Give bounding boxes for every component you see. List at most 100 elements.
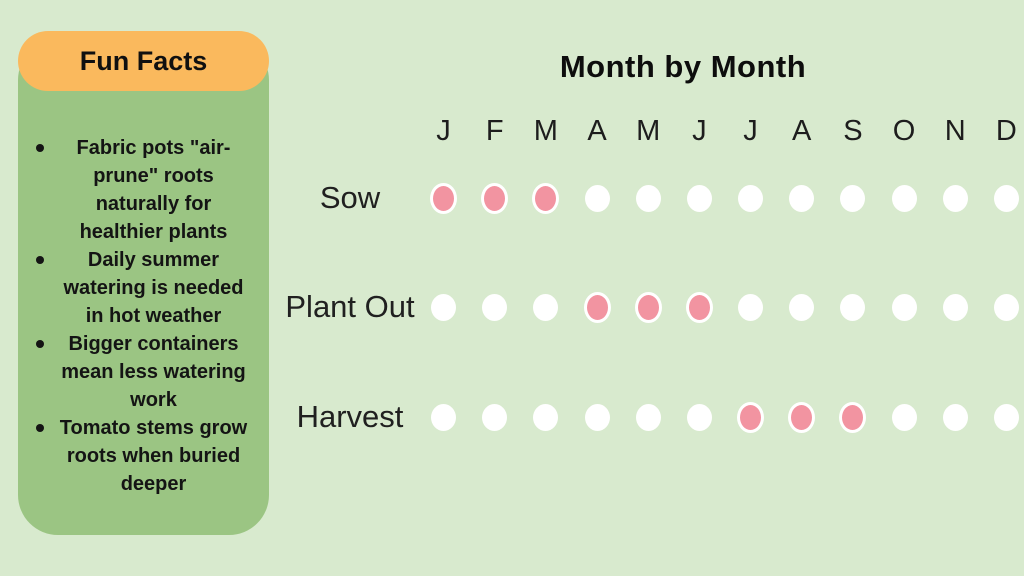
dot-cell <box>686 397 713 437</box>
month-dots <box>430 178 1020 218</box>
inactive-month-dot <box>738 184 764 212</box>
active-month-dot <box>634 291 662 323</box>
active-month-dot <box>481 182 509 214</box>
inactive-month-dot <box>840 293 866 321</box>
row-label: Harvest <box>296 399 404 434</box>
inactive-month-dot <box>891 293 917 321</box>
bullet-icon <box>36 256 44 264</box>
dot-cell <box>532 287 559 327</box>
inactive-month-dot <box>993 403 1019 431</box>
fun-fact-item: Daily summer watering is needed in hot w… <box>36 246 255 330</box>
inactive-month-dot <box>431 293 456 321</box>
dot-cell <box>430 397 457 437</box>
bullet-icon <box>36 424 44 432</box>
inactive-month-dot <box>584 403 610 431</box>
fun-facts-list: Fabric pots "air-prune" roots naturally … <box>18 134 269 498</box>
dot-cell <box>839 287 866 327</box>
dot-cell <box>993 287 1020 327</box>
dot-cell <box>942 397 969 437</box>
month-dots <box>430 397 1020 437</box>
dot-cell <box>942 178 969 218</box>
month-label: J <box>692 115 707 147</box>
dot-cell <box>532 178 560 218</box>
inactive-month-dot <box>789 184 815 212</box>
dot-cell <box>481 287 508 327</box>
dot-cell <box>635 178 662 218</box>
dot-cell <box>532 397 559 437</box>
month-label: J <box>436 115 451 147</box>
fun-fact-item: Tomato stems grow roots when buried deep… <box>36 414 255 498</box>
month-label: A <box>792 115 812 147</box>
dot-cell <box>430 178 457 218</box>
inactive-month-dot <box>533 293 559 321</box>
dot-cell <box>788 178 815 218</box>
bullet-icon <box>36 144 44 152</box>
inactive-month-dot <box>891 184 917 212</box>
inactive-month-dot <box>942 184 968 212</box>
inactive-month-dot <box>686 184 712 212</box>
dot-cell <box>891 178 918 218</box>
inactive-month-dot <box>584 184 610 212</box>
dot-cell <box>993 397 1020 437</box>
dot-cell <box>634 287 662 327</box>
inactive-month-dot <box>635 403 661 431</box>
calendar-title: Month by Month <box>559 48 807 84</box>
active-month-dot <box>583 291 611 323</box>
active-month-dot <box>685 291 713 323</box>
dot-cell <box>481 397 508 437</box>
fun-fact-item: Fabric pots "air-prune" roots naturally … <box>36 134 255 246</box>
inactive-month-dot <box>686 403 712 431</box>
month-label: A <box>587 115 607 147</box>
inactive-month-dot <box>840 184 866 212</box>
dot-cell <box>839 178 866 218</box>
fun-fact-item: Bigger containers mean less watering wor… <box>36 330 255 414</box>
month-label: M <box>636 115 661 147</box>
bullet-icon <box>36 340 44 348</box>
inactive-month-dot <box>993 184 1019 212</box>
inactive-month-dot <box>431 403 456 431</box>
fun-fact-text: Daily summer watering is needed in hot w… <box>63 249 244 327</box>
month-label: O <box>892 115 916 147</box>
dot-cell <box>430 287 457 327</box>
dot-cell <box>788 397 816 437</box>
month-label: N <box>944 115 966 147</box>
inactive-month-dot <box>635 184 661 212</box>
calendar-row-harvest: Harvest <box>280 397 1020 437</box>
dot-cell <box>891 397 918 437</box>
calendar-row-plant-out: Plant Out <box>280 287 1020 327</box>
dot-cell <box>686 178 713 218</box>
month-label: M <box>533 115 558 147</box>
dot-cell <box>583 287 611 327</box>
active-month-dot <box>839 401 867 433</box>
fun-facts-header: Fun Facts <box>18 31 269 91</box>
inactive-month-dot <box>482 403 508 431</box>
month-dots <box>430 287 1020 327</box>
dot-cell <box>788 287 815 327</box>
row-label: Sow <box>319 180 381 215</box>
row-label: Plant Out <box>285 289 415 324</box>
dot-cell <box>993 178 1020 218</box>
inactive-month-dot <box>789 293 815 321</box>
dot-cell <box>584 397 611 437</box>
dot-cell <box>584 178 611 218</box>
inactive-month-dot <box>533 403 559 431</box>
dot-cell <box>839 397 867 437</box>
dot-cell <box>685 287 713 327</box>
inactive-month-dot <box>942 293 968 321</box>
dot-cell <box>737 178 764 218</box>
dot-cell <box>942 287 969 327</box>
active-month-dot <box>430 182 457 214</box>
month-label: F <box>485 115 504 147</box>
fun-fact-text: Tomato stems grow roots when buried deep… <box>59 417 248 495</box>
month-label: S <box>843 115 863 147</box>
active-month-dot <box>788 401 816 433</box>
inactive-month-dot <box>993 293 1019 321</box>
fun-fact-text: Fabric pots "air-prune" roots naturally … <box>76 137 231 243</box>
fun-facts-panel: Fabric pots "air-prune" roots naturally … <box>18 40 269 535</box>
dot-cell <box>737 397 765 437</box>
dot-cell <box>891 287 918 327</box>
inactive-month-dot <box>482 293 508 321</box>
fun-fact-text: Bigger containers mean less watering wor… <box>61 333 246 411</box>
